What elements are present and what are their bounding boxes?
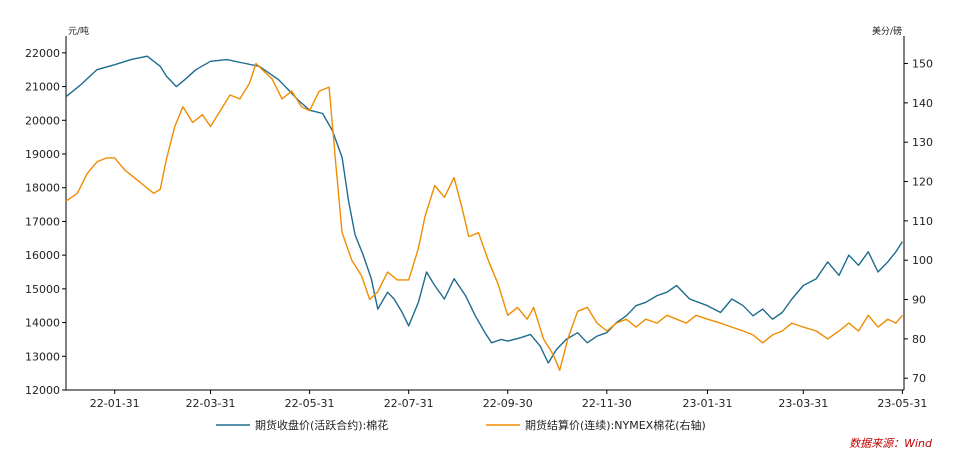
right-tick-label: 150 [912, 58, 933, 71]
right-tick-label: 110 [912, 215, 933, 228]
right-axis-unit: 美分/磅 [872, 25, 902, 37]
x-tick-label: 22-09-30 [483, 397, 533, 410]
x-tick-label: 22-11-30 [582, 397, 632, 410]
right-tick-label: 70 [912, 372, 926, 385]
x-tick-label: 22-01-31 [90, 397, 140, 410]
right-tick-label: 120 [912, 176, 933, 189]
series-line-nymex-cotton [65, 62, 903, 371]
left-tick-label: 22000 [25, 47, 60, 60]
x-tick-label: 22-05-31 [285, 397, 335, 410]
right-tick-label: 100 [912, 254, 933, 267]
x-tick-label: 23-03-31 [778, 397, 828, 410]
right-tick-label: 80 [912, 333, 926, 346]
legend-label-nymex-cotton: 期货结算价(连续):NYMEX棉花(右轴) [525, 418, 706, 432]
legend-label-china-cotton: 期货收盘价(活跃合约):棉花 [255, 418, 388, 432]
x-tick-label: 22-07-31 [384, 397, 434, 410]
series-line-china-cotton [65, 55, 903, 364]
left-tick-label: 14000 [25, 317, 60, 330]
left-tick-label: 15000 [25, 283, 60, 296]
left-tick-label: 20000 [25, 114, 60, 127]
right-axis-ticks: 70 80 90 100 110 120 130 140 150 [904, 58, 933, 385]
left-tick-label: 13000 [25, 350, 60, 363]
x-axis-ticks: 22-01-31 22-03-31 22-05-31 22-07-31 22-09-30… [90, 390, 927, 410]
series-layer [65, 55, 903, 371]
right-tick-label: 140 [912, 97, 933, 110]
left-tick-label: 16000 [25, 249, 60, 262]
left-tick-label: 19000 [25, 148, 60, 161]
left-tick-label: 21000 [25, 81, 60, 94]
left-tick-label: 12000 [25, 384, 60, 397]
left-tick-label: 18000 [25, 182, 60, 195]
x-tick-label: 22-03-31 [186, 397, 236, 410]
legend: 期货收盘价(活跃合约):棉花 期货结算价(连续):NYMEX棉花(右轴) [216, 418, 706, 432]
right-tick-label: 130 [912, 136, 933, 149]
x-tick-label: 23-05-31 [877, 397, 927, 410]
left-axis-unit: 元/吨 [68, 25, 89, 37]
x-tick-label: 23-01-31 [683, 397, 733, 410]
left-tick-label: 17000 [25, 215, 60, 228]
source-note: 数据来源：Wind [849, 437, 933, 450]
right-tick-label: 90 [912, 294, 926, 307]
left-axis-ticks: 12000 13000 14000 15000 16000 17000 18000 19000… [25, 47, 66, 397]
